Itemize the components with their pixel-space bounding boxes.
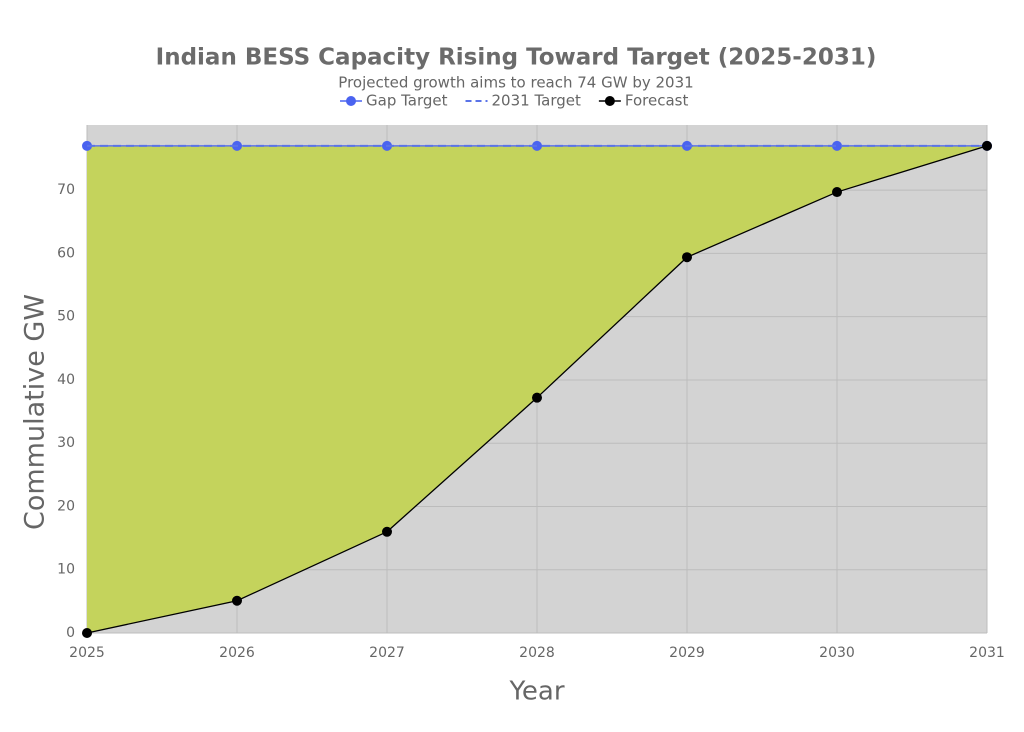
data-point — [532, 392, 542, 403]
y-tick-label: 50 — [57, 309, 75, 325]
y-tick-label: 70 — [57, 182, 75, 198]
x-tick-label: 2029 — [669, 645, 705, 661]
y-tick-label: 0 — [66, 625, 75, 641]
legend-marker — [604, 96, 615, 106]
y-axis-label: Commulative GW — [20, 294, 51, 530]
x-tick-label: 2028 — [519, 645, 555, 661]
legend-label: Gap Target — [366, 92, 448, 110]
y-tick-label: 10 — [57, 562, 75, 578]
x-axis-label: Year — [508, 677, 564, 707]
legend-marker — [346, 96, 356, 106]
chart-subtitle: Projected growth aims to reach 74 GW by … — [338, 74, 693, 92]
legend-label: 2031 Target — [492, 92, 581, 110]
y-tick-label: 20 — [57, 498, 75, 514]
data-point — [832, 140, 842, 151]
data-point — [832, 187, 842, 198]
data-point — [682, 252, 692, 263]
y-tick-label: 30 — [57, 435, 75, 451]
y-tick-label: 60 — [57, 245, 75, 261]
x-tick-label: 2027 — [369, 645, 405, 661]
y-tick-label: 40 — [57, 372, 75, 388]
legend-label: Forecast — [625, 92, 689, 110]
x-tick-label: 2030 — [819, 645, 855, 661]
data-point — [982, 140, 992, 151]
x-tick-label: 2026 — [219, 645, 255, 661]
data-point — [232, 595, 242, 606]
x-tick-label: 2031 — [969, 645, 1005, 661]
data-point — [382, 526, 392, 537]
gap-fill — [87, 145, 987, 633]
data-point — [82, 628, 92, 638]
x-tick-label: 2025 — [69, 645, 105, 661]
chart-title: Indian BESS Capacity Rising Toward Targe… — [156, 45, 877, 71]
